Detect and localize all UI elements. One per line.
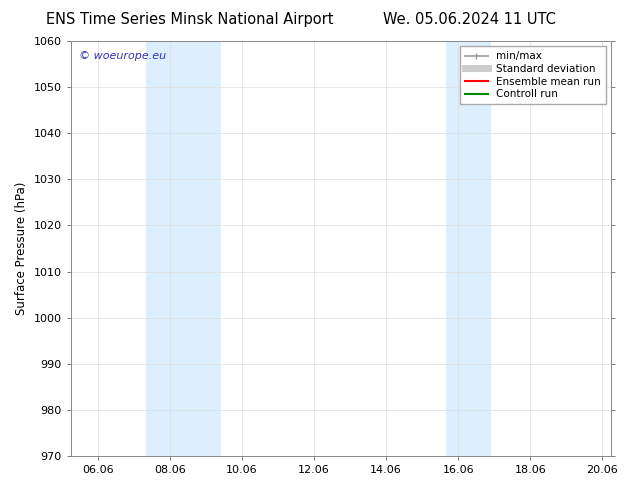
Bar — [446, 41, 491, 456]
Y-axis label: Surface Pressure (hPa): Surface Pressure (hPa) — [15, 182, 28, 315]
Bar — [146, 41, 221, 456]
Legend: min/max, Standard deviation, Ensemble mean run, Controll run: min/max, Standard deviation, Ensemble me… — [460, 46, 606, 104]
Text: © woeurope.eu: © woeurope.eu — [79, 51, 166, 61]
Text: ENS Time Series Minsk National Airport: ENS Time Series Minsk National Airport — [46, 12, 334, 27]
Text: We. 05.06.2024 11 UTC: We. 05.06.2024 11 UTC — [383, 12, 555, 27]
